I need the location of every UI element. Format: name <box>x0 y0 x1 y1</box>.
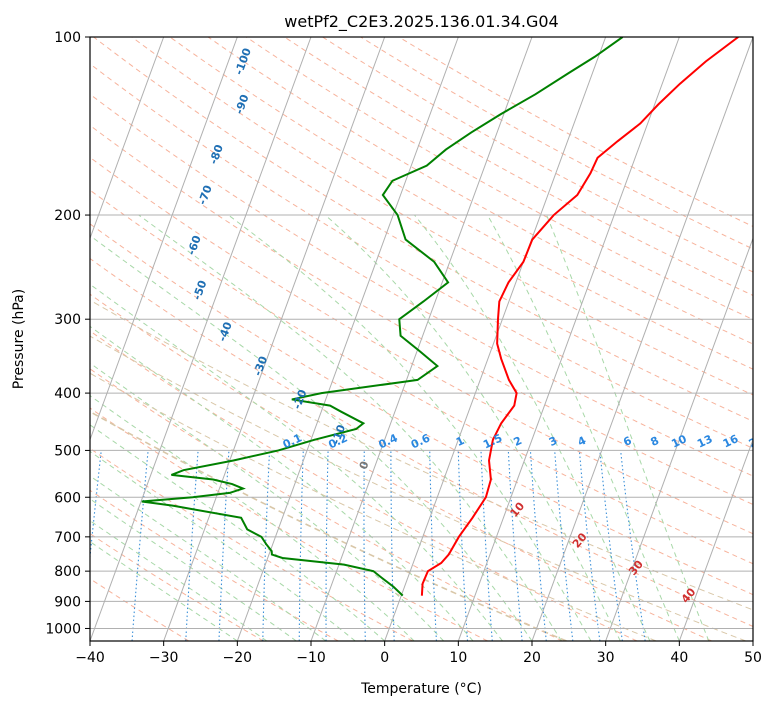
y-tick-label: 700 <box>54 530 81 546</box>
dry-adiabat-line <box>90 293 712 641</box>
theta-e-line <box>90 372 657 641</box>
isotherm-line <box>236 37 459 641</box>
x-tick-label: −40 <box>75 650 105 666</box>
moist-adiabat-line <box>90 283 503 641</box>
moist-adiabat-line <box>90 520 268 641</box>
profile-lines <box>141 37 739 597</box>
y-tick-label: 100 <box>54 30 81 46</box>
moist-adiabat-line <box>90 325 474 641</box>
theta-e-line <box>90 335 746 641</box>
mixing-ratio-label: 16 <box>721 432 741 450</box>
moist-adiabat-line <box>228 214 592 641</box>
temperature-profile-line <box>420 37 739 596</box>
mixing-ratio-line <box>578 450 601 641</box>
moist-adiabat-line <box>324 214 621 641</box>
x-tick-label: 50 <box>744 650 762 666</box>
x-tick-label: −10 <box>296 650 326 666</box>
dry-adiabat-line <box>90 223 753 596</box>
x-tick-label: 30 <box>597 650 615 666</box>
moist-adiabat-line <box>90 498 297 641</box>
moist-adiabat-line <box>487 214 680 641</box>
isotherm-line <box>384 37 607 641</box>
moist-adiabat-line <box>90 395 415 641</box>
dry-adiabat-line <box>90 156 753 535</box>
dry-adiabat-line <box>90 93 753 477</box>
axes: −40 −30 −20 −10 0 10 20 30 40 5010020030040050060… <box>45 30 762 666</box>
moist-adiabat-line <box>546 214 710 641</box>
theta-e-line <box>90 410 567 641</box>
isotherm-line <box>90 37 312 641</box>
y-tick-label: 300 <box>54 312 81 328</box>
y-tick-label: 800 <box>54 564 81 580</box>
chart-title: wetPf2_C2E3.2025.136.01.34.G04 <box>284 12 558 32</box>
x-axis-label: Temperature (°C) <box>360 681 482 697</box>
moist-adiabat-line <box>414 214 651 641</box>
dry-adiabat-line <box>90 489 339 641</box>
plot-frame <box>89 36 754 642</box>
dry-adiabat-line <box>92 37 753 422</box>
x-tick-label: −20 <box>223 650 253 666</box>
y-tick-label: 600 <box>54 490 81 506</box>
moist-adiabat-line <box>90 450 356 641</box>
x-tick-label: 10 <box>449 650 467 666</box>
isotherm-line <box>531 37 753 641</box>
moist-adiabat-line <box>90 424 386 641</box>
isotherm-label: 0 <box>357 459 372 471</box>
x-tick-label: 20 <box>523 650 541 666</box>
mixing-ratio-line <box>554 450 574 641</box>
mixing-ratio-label: 13 <box>695 432 714 450</box>
x-tick-label: 0 <box>380 650 389 666</box>
y-tick-label: 1000 <box>45 621 81 637</box>
isotherm-line <box>678 438 753 641</box>
y-tick-label: 400 <box>54 386 81 402</box>
moist-adiabat-line <box>90 362 444 641</box>
dry-adiabat-line <box>90 407 488 641</box>
isotherm-line <box>310 37 533 641</box>
mixing-ratio-line <box>620 450 646 641</box>
y-tick-label: 200 <box>54 208 81 224</box>
dry-adiabat-line <box>207 37 753 345</box>
isotherm-line <box>90 37 165 240</box>
isotherm-line <box>163 37 386 641</box>
dry-adiabat-line <box>283 37 753 297</box>
dry-adiabat-line <box>90 124 753 506</box>
mixing-ratio-line <box>599 450 623 641</box>
theta-e-line <box>90 299 753 611</box>
background-lines <box>90 37 753 641</box>
isotherm-line <box>457 37 680 641</box>
y-tick-label: 500 <box>54 443 81 459</box>
moist-adiabat-line <box>90 541 238 641</box>
x-tick-label: −30 <box>149 650 179 666</box>
dry-adiabat-line <box>90 368 563 641</box>
mixing-ratio-line <box>90 450 102 563</box>
mixing-ratio-label: 20 <box>747 432 767 450</box>
isotherm-line <box>90 37 238 442</box>
y-tick-label: 900 <box>54 594 81 610</box>
x-tick-label: 40 <box>670 650 688 666</box>
dry-adiabat-line <box>169 37 753 370</box>
moist-adiabat-line <box>90 234 533 641</box>
dry-adiabat-line <box>90 533 264 641</box>
y-axis-label: Pressure (hPa) <box>11 289 27 389</box>
dewpoint-profile-line <box>141 37 624 597</box>
mixing-ratio-label: 10 <box>669 432 689 450</box>
isotherm-line <box>605 236 753 641</box>
